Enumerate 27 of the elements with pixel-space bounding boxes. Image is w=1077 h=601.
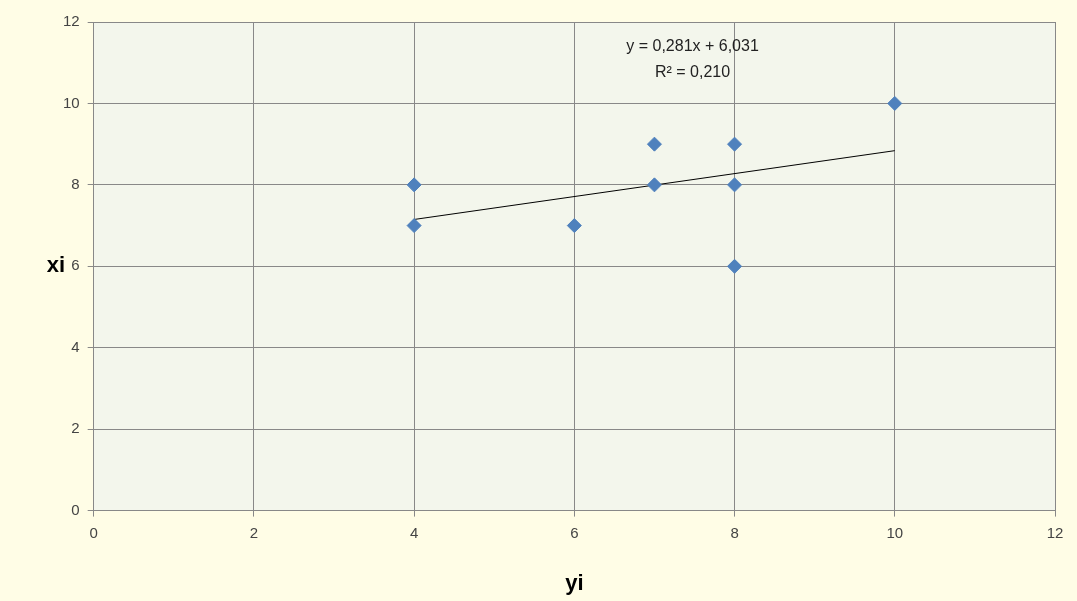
x-tick-label: 6 <box>570 523 579 541</box>
x-axis-title: yi <box>565 569 584 595</box>
point <box>727 258 743 274</box>
x-tick-label: 2 <box>249 523 259 541</box>
annotation: y = 0,281x + 6,031 <box>626 37 759 55</box>
point <box>727 136 743 152</box>
point <box>646 136 662 152</box>
x-tick-label: 0 <box>89 523 98 541</box>
point <box>406 177 422 193</box>
x-tick-label: 10 <box>886 523 904 541</box>
y-tick-label: 4 <box>71 337 80 355</box>
point <box>646 177 662 193</box>
y-tick-label: 6 <box>71 256 80 274</box>
x-tick-label: 4 <box>409 523 419 541</box>
point <box>406 218 422 234</box>
x-tick-label: 12 <box>1046 523 1064 541</box>
point <box>727 177 743 193</box>
y-tick-label: 0 <box>71 500 80 518</box>
x-tick-label: 8 <box>730 523 739 541</box>
annotation: R² = 0,210 <box>654 63 731 81</box>
point <box>566 218 582 234</box>
point <box>887 95 903 111</box>
y-tick-label: 8 <box>71 175 80 193</box>
y-axis-title: xi <box>46 252 66 278</box>
y-tick-label: 2 <box>71 419 80 437</box>
y-tick-label: 10 <box>63 93 80 111</box>
y-tick-label: 12 <box>63 12 80 30</box>
